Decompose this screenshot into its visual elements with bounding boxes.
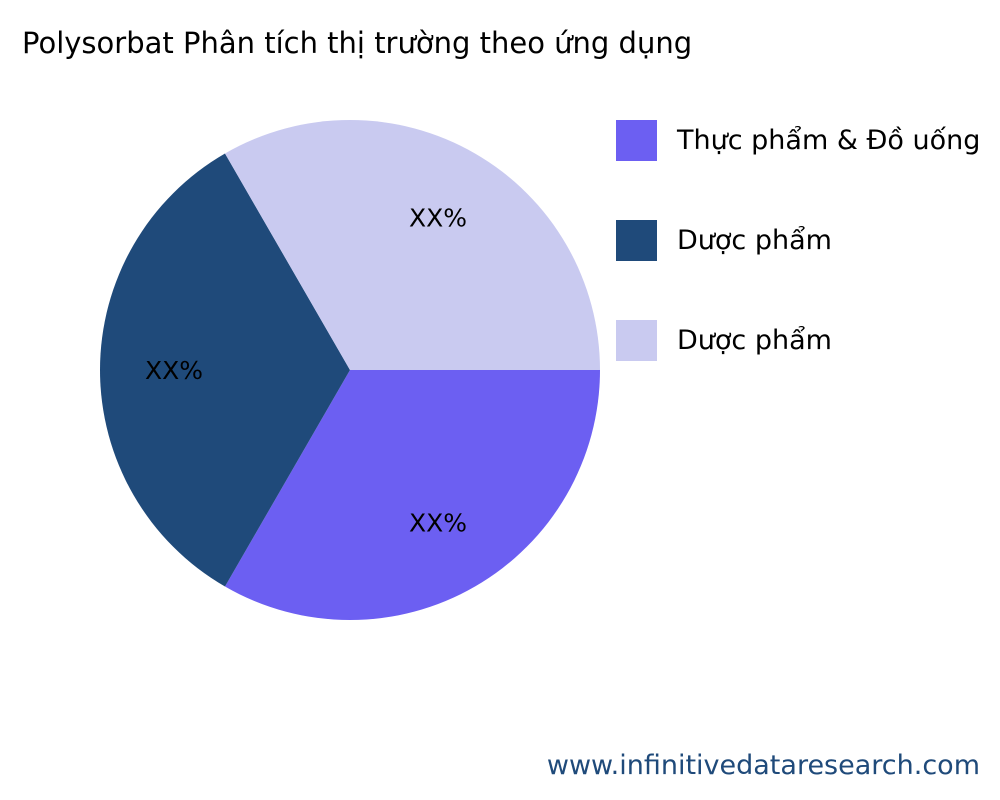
- legend-label: Thực phẩm & Đồ uống: [677, 124, 981, 156]
- pie-slice: [225, 370, 600, 620]
- legend-swatch: [616, 319, 657, 361]
- legend-label: Dược phẩm: [677, 324, 832, 356]
- legend-item: Thực phẩm & Đồ uống: [616, 119, 981, 161]
- slice-label: XX%: [409, 204, 467, 233]
- pie-slice: [225, 119, 600, 370]
- slice-label: XX%: [145, 356, 203, 385]
- legend-swatch: [616, 119, 657, 161]
- chart-title: Polysorbat Phân tích thị trường theo ứng…: [22, 26, 693, 60]
- legend-item: Dược phẩm: [616, 319, 832, 361]
- legend-swatch: [616, 219, 657, 261]
- legend-item: Dược phẩm: [616, 219, 832, 261]
- footer-url[interactable]: www.infinitivedataresearch.com: [546, 750, 980, 781]
- legend-label: Dược phẩm: [677, 224, 832, 256]
- slice-label: XX%: [409, 508, 467, 537]
